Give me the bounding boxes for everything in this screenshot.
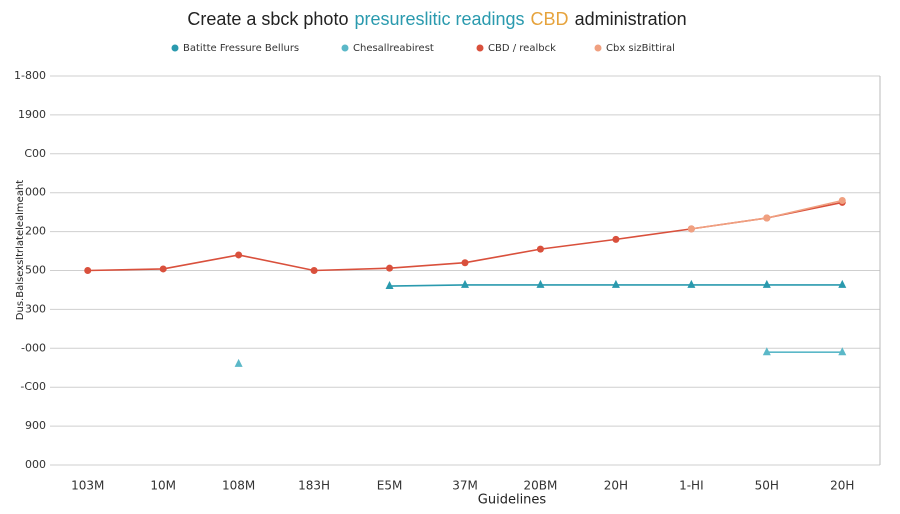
point (235, 251, 243, 259)
y-axis-label: Dus.Balsexsltrlatelealmeaht (15, 180, 26, 320)
point (838, 347, 847, 356)
y-tick-label: 000 (25, 458, 46, 471)
legend-label: CBD / realbck (488, 43, 556, 54)
point (838, 279, 847, 288)
point (687, 225, 695, 233)
legend-marker (476, 44, 484, 52)
point (386, 264, 394, 272)
y-tick-label: 500 (25, 264, 46, 277)
point (611, 279, 620, 288)
point (159, 265, 167, 273)
x-axis-label: Guidelines (478, 493, 547, 508)
legend-marker (341, 44, 349, 52)
point (461, 259, 469, 267)
title-part: presureslitic readings (354, 9, 524, 29)
point (612, 235, 620, 243)
point (763, 214, 771, 222)
x-tick-label: E5M (377, 479, 403, 493)
legend-label: Batitte Fressure Bellurs (183, 43, 299, 54)
point (687, 279, 696, 288)
point (536, 279, 545, 288)
x-tick-label: 183H (298, 479, 330, 493)
point (762, 279, 771, 288)
x-tick-label: 10M (150, 479, 176, 493)
x-tick-label: 20BM (524, 479, 558, 493)
y-tick-label: 1900 (18, 108, 46, 121)
x-tick-label: 20H (604, 479, 628, 493)
point (234, 358, 243, 367)
y-tick-label: 1-800 (14, 69, 46, 82)
legend-marker (594, 44, 602, 52)
title-part: administration (575, 9, 687, 29)
legend-label: Cbx sizBittiral (606, 43, 675, 54)
title-part: Create a sbck photo (187, 9, 348, 29)
legend-label: Chesallreabirest (353, 43, 434, 54)
point (84, 267, 92, 274)
x-tick-label: 20H (830, 479, 854, 493)
x-tick-label: 50H (755, 479, 779, 493)
title-part: CBD (531, 9, 569, 29)
point (536, 245, 544, 253)
x-tick-label: 103M (71, 479, 104, 493)
point (385, 281, 394, 290)
point (310, 267, 318, 274)
y-tick-label: 000 (25, 186, 46, 199)
y-tick-label: 300 (25, 302, 46, 315)
point (838, 196, 846, 204)
y-tick-label: 200 (25, 225, 46, 238)
point (762, 347, 771, 356)
y-tick-label: C00 (24, 147, 46, 160)
chart-title: Create a sbck photo presureslitic reading… (187, 9, 686, 29)
x-tick-label: 108M (222, 479, 255, 493)
y-tick-label: -C00 (20, 380, 46, 393)
x-tick-label: 1-HI (679, 479, 704, 493)
x-tick-label: 37M (452, 479, 478, 493)
point (461, 279, 469, 288)
y-tick-label: -000 (21, 341, 46, 354)
legend-marker (171, 44, 179, 52)
y-tick-label: 900 (25, 419, 46, 432)
